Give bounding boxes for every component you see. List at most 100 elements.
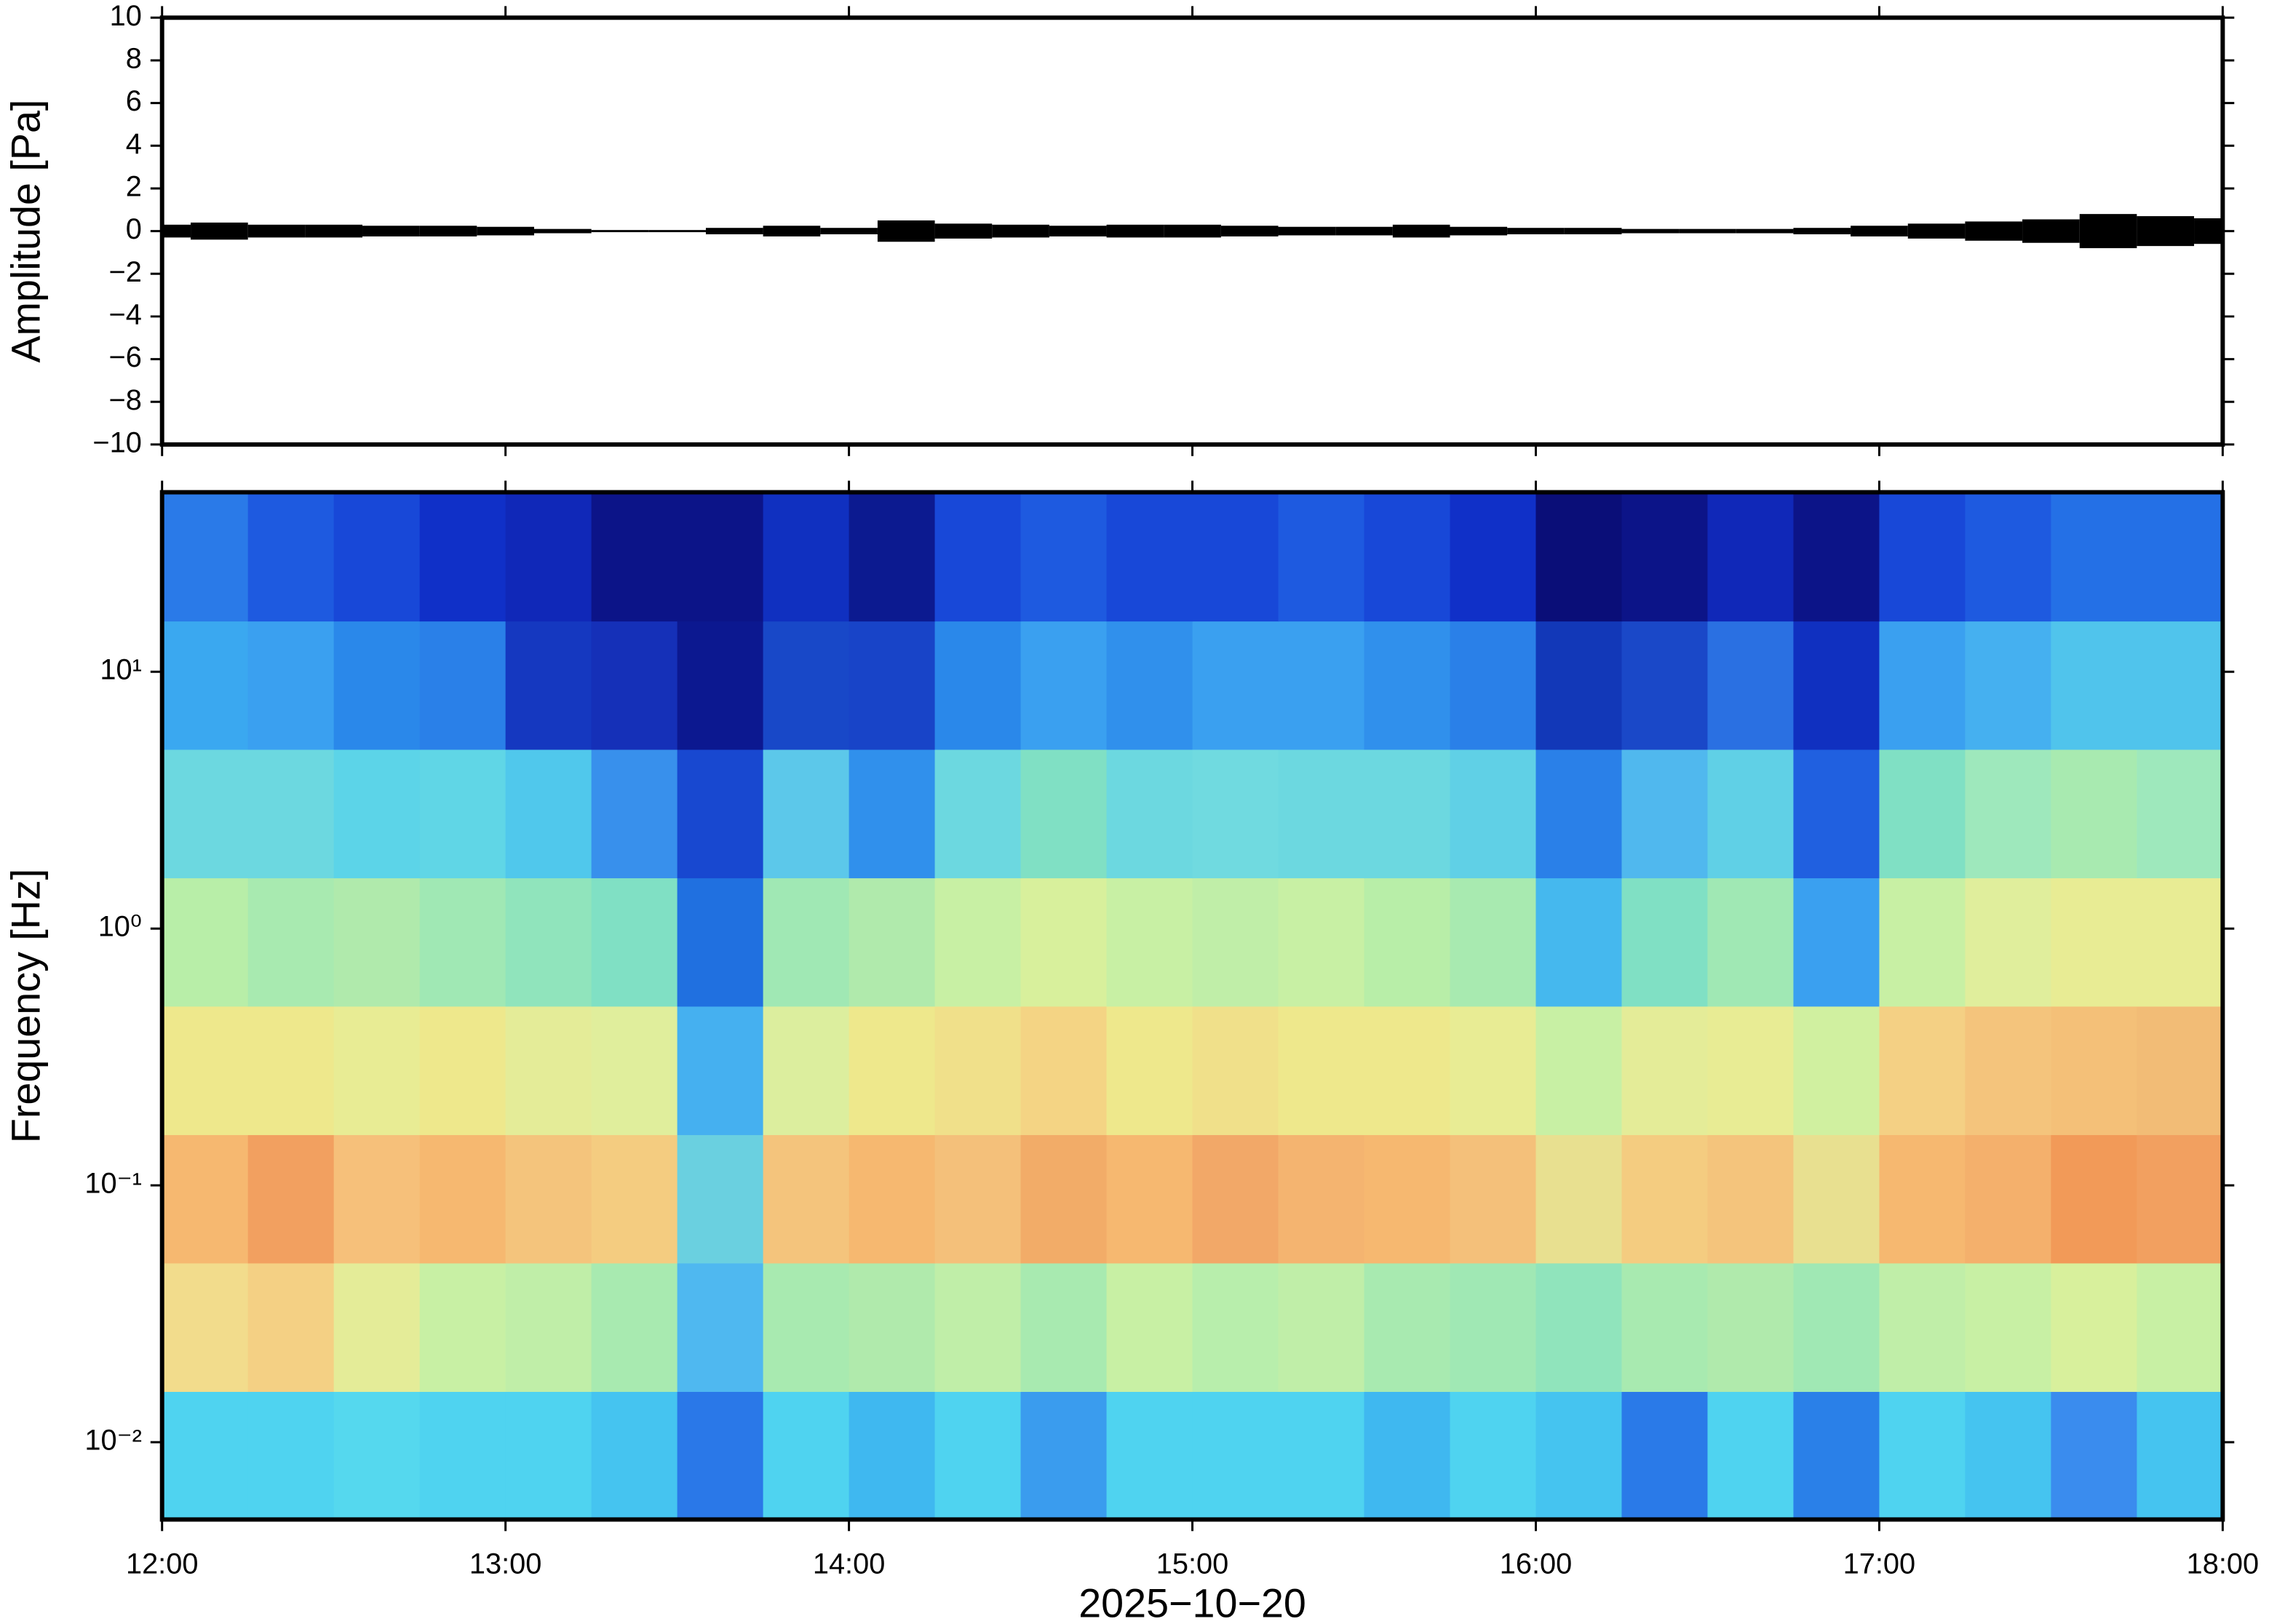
spectrogram-cell xyxy=(1278,1262,1365,1393)
spectrogram-cell xyxy=(1450,1262,1537,1393)
waveform-segment xyxy=(2137,216,2195,247)
waveform-segment xyxy=(162,224,191,238)
x-tick-label: 15:00 xyxy=(1156,1548,1229,1580)
spectrogram-cell xyxy=(505,1134,592,1264)
spectrogram-cell xyxy=(591,1134,678,1264)
waveform-segment xyxy=(1450,226,1508,236)
spectrogram-cell xyxy=(2137,1134,2224,1264)
spectrogram-cell xyxy=(333,1262,421,1393)
spectrogram-cell xyxy=(1106,1006,1193,1136)
spectrogram-cell xyxy=(1965,1134,2052,1264)
spectrogram-cell xyxy=(934,492,1022,622)
spectrogram-cell xyxy=(505,1006,592,1136)
spectrogram-cell xyxy=(677,1262,764,1393)
spectrogram-cell xyxy=(1278,1391,1365,1521)
spectrogram-cell xyxy=(1965,492,2052,622)
waveform-segment xyxy=(820,228,878,235)
spectrogram-cell xyxy=(1621,1006,1709,1136)
y-tick-label: −8 xyxy=(109,384,142,416)
spectrogram-cell xyxy=(1879,1391,1966,1521)
spectrogram-cell xyxy=(1364,1262,1451,1393)
waveform-segment xyxy=(477,226,534,236)
spectrogram-cell xyxy=(419,1134,506,1264)
spectrogram-cell xyxy=(1106,877,1193,1007)
spectrogram-cell xyxy=(677,749,764,879)
spectrogram-cell xyxy=(1965,1262,2052,1393)
spectrogram-cell xyxy=(1793,1006,1880,1136)
spectrogram-cell xyxy=(763,621,850,750)
spectrogram-cell xyxy=(591,749,678,879)
spectrogram-cell xyxy=(505,621,592,750)
spectrogram-cell xyxy=(419,1391,506,1521)
spectrogram-cell xyxy=(1278,621,1365,750)
spectrogram-cell xyxy=(1020,749,1108,879)
spectrogram-cell xyxy=(333,1134,421,1264)
spectrogram-cell xyxy=(2137,1391,2224,1521)
spectrogram-cell xyxy=(333,749,421,879)
spectrogram-cell xyxy=(2137,749,2224,879)
spectrogram-cell xyxy=(1450,877,1537,1007)
y-tick-label: 10 xyxy=(110,0,142,32)
spectrogram-cell xyxy=(934,749,1022,879)
spectrogram-cell xyxy=(1707,1006,1795,1136)
spectrogram-cell xyxy=(1450,1006,1537,1136)
waveform-segment xyxy=(877,220,935,242)
spectrogram-cell xyxy=(1793,1391,1880,1521)
spectrogram-cell xyxy=(333,1006,421,1136)
spectrogram-cell xyxy=(591,621,678,750)
spectrogram-cell xyxy=(419,492,506,622)
spectrogram-cell xyxy=(1793,749,1880,879)
waveform-segment xyxy=(1851,226,1908,236)
spectrogram-cell xyxy=(1106,1262,1193,1393)
spectrogram-cell xyxy=(1192,1006,1279,1136)
spectrogram-cell xyxy=(162,621,249,750)
spectrogram-cell xyxy=(1192,492,1279,622)
spectrogram-cell xyxy=(1106,749,1193,879)
spectrogram-cell xyxy=(247,749,335,879)
spectrogram-cell xyxy=(247,1134,335,1264)
spectrogram-cell xyxy=(419,621,506,750)
spectrogram-cell xyxy=(1535,877,1623,1007)
spectrogram-cell xyxy=(162,1006,249,1136)
spectrogram-cell xyxy=(247,1006,335,1136)
spectrogram-cell xyxy=(1707,1262,1795,1393)
spectrogram-cell xyxy=(419,1006,506,1136)
spectrogram-cell xyxy=(1535,1006,1623,1136)
waveform-segment xyxy=(1220,226,1279,236)
waveform-segment xyxy=(2194,218,2223,244)
spectrogram-cell xyxy=(2137,1006,2224,1136)
spectrogram-cell xyxy=(677,1391,764,1521)
spectrogram-cell xyxy=(1707,492,1795,622)
y-axis-title: Frequency [Hz] xyxy=(3,869,48,1143)
spectrogram-cell xyxy=(162,1391,249,1521)
spectrogram-cell xyxy=(763,877,850,1007)
spectrogram-cell xyxy=(505,1262,592,1393)
spectrogram-cell xyxy=(2051,749,2138,879)
spectrogram-cell xyxy=(849,1006,936,1136)
spectrogram-cell xyxy=(2051,1006,2138,1136)
spectrogram-cell xyxy=(1106,1391,1193,1521)
spectrogram-cell xyxy=(1364,877,1451,1007)
spectrogram-cell xyxy=(1879,1134,1966,1264)
spectrogram-cell xyxy=(934,1006,1022,1136)
spectrogram-cell xyxy=(1192,1134,1279,1264)
spectrogram-cell xyxy=(849,1134,936,1264)
spectrogram-cell xyxy=(763,1134,850,1264)
spectrogram-cell xyxy=(1450,492,1537,622)
spectrogram-cell xyxy=(849,877,936,1007)
spectrogram-cell xyxy=(1793,1134,1880,1264)
spectrogram-cell xyxy=(763,1006,850,1136)
spectrogram-cell xyxy=(1965,749,2052,879)
spectrogram-cell xyxy=(1879,1262,1966,1393)
spectrogram-cell xyxy=(1364,1134,1451,1264)
spectrogram-cell xyxy=(1020,877,1108,1007)
spectrogram-cell xyxy=(1192,877,1279,1007)
waveform-segment xyxy=(591,230,649,233)
waveform-segment xyxy=(1736,228,1794,234)
waveform-segment xyxy=(1793,228,1851,235)
y-tick-label: −10 xyxy=(92,426,141,458)
waveform-segment xyxy=(763,226,821,236)
spectrogram-cell xyxy=(849,1391,936,1521)
waveform-segment xyxy=(419,226,477,236)
